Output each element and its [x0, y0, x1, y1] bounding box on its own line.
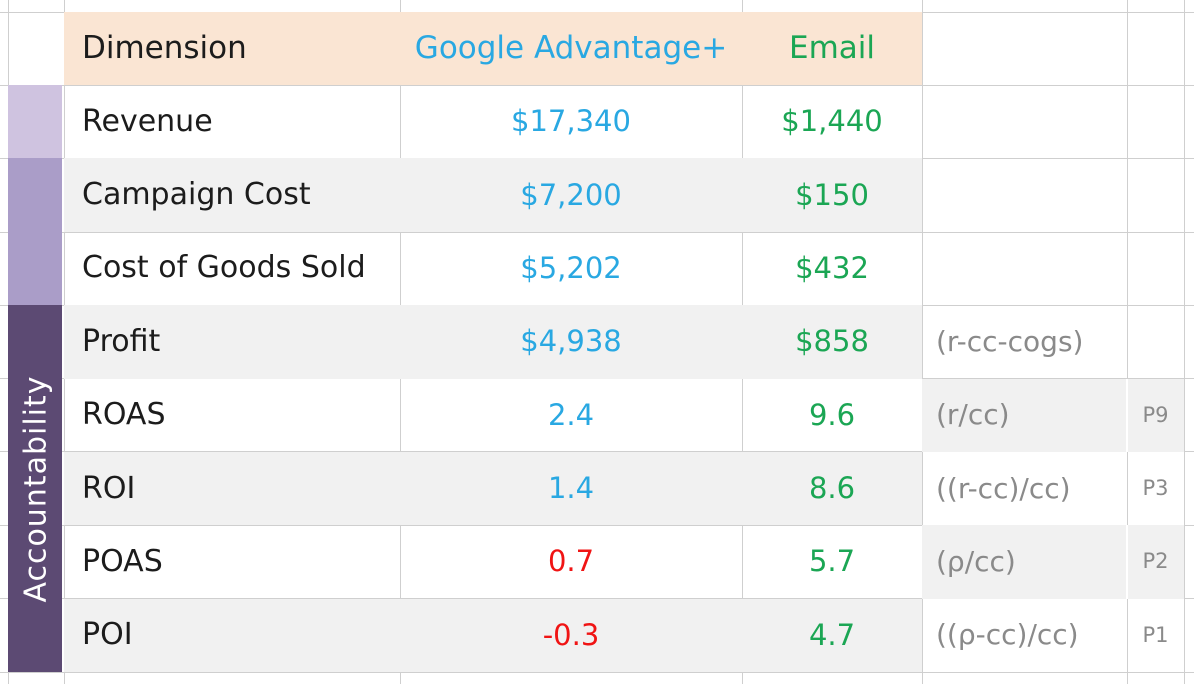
ga-value-cell[interactable]: 2.4 — [547, 397, 595, 432]
row-label-cell[interactable]: Cost of Goods Sold — [82, 250, 366, 286]
email-value-cell[interactable]: $1,440 — [781, 104, 883, 139]
email-value-cell[interactable]: $150 — [795, 177, 869, 212]
sidebar-bar-segment-medium[interactable] — [8, 158, 62, 305]
gridline — [1184, 0, 1185, 684]
ga-value-cell[interactable]: $5,202 — [520, 250, 622, 285]
ga-value-cell[interactable]: $4,938 — [520, 324, 622, 359]
row-stripe — [64, 598, 922, 672]
ga-value-cell[interactable]: -0.3 — [542, 617, 600, 652]
email-value-cell[interactable]: $858 — [795, 324, 869, 359]
row-label-cell[interactable]: ROI — [82, 470, 136, 506]
annotation-stripe — [922, 378, 1184, 452]
header-cell-email[interactable]: Email — [788, 30, 875, 66]
cell-separator — [1126, 525, 1128, 599]
email-value-cell[interactable]: 4.7 — [808, 617, 856, 652]
gridline — [0, 232, 1194, 233]
gridline — [922, 0, 923, 684]
sidebar-vertical-label: Accountability — [18, 375, 54, 603]
header-cell-dimension[interactable]: Dimension — [82, 30, 247, 66]
row-label-cell[interactable]: Profit — [82, 323, 161, 359]
row-label-cell[interactable]: POAS — [82, 543, 163, 579]
annotation-stripe — [922, 525, 1184, 599]
ga-value-cell[interactable]: 1.4 — [547, 471, 595, 506]
formula-cell[interactable]: ((ρ-cc)/cc) — [936, 618, 1079, 652]
email-value-cell[interactable]: $432 — [795, 250, 869, 285]
p-label-cell[interactable]: P2 — [1142, 549, 1169, 574]
email-value-cell[interactable]: 5.7 — [808, 544, 856, 579]
row-label-cell[interactable]: ROAS — [82, 397, 166, 433]
gridline — [0, 672, 1194, 673]
row-label-cell[interactable]: Campaign Cost — [82, 177, 311, 213]
sidebar-bar-segment-light[interactable] — [8, 85, 62, 158]
gridline — [0, 598, 1194, 599]
sidebar-bar-segment-dark[interactable] — [8, 305, 62, 672]
gridline — [1127, 0, 1128, 684]
ga-value-cell[interactable]: $17,340 — [511, 104, 631, 139]
ga-value-cell[interactable]: 0.7 — [547, 544, 595, 579]
header-row-background — [64, 12, 922, 85]
row-label-cell[interactable]: POI — [82, 617, 133, 653]
formula-cell[interactable]: (r-cc-cogs) — [936, 324, 1084, 358]
row-stripe — [64, 305, 922, 379]
p-label-cell[interactable]: P3 — [1142, 476, 1169, 501]
p-label-cell[interactable]: P9 — [1142, 402, 1169, 427]
header-cell-google-advantage[interactable]: Google Advantage+ — [414, 30, 728, 66]
formula-cell[interactable]: ((r-cc)/cc) — [936, 471, 1071, 505]
row-label-cell[interactable]: Revenue — [82, 103, 213, 139]
ga-value-cell[interactable]: $7,200 — [520, 177, 622, 212]
email-value-cell[interactable]: 9.6 — [808, 397, 856, 432]
gridline — [0, 525, 1194, 526]
cell-separator — [1126, 378, 1128, 452]
gridline — [0, 451, 1194, 452]
row-stripe — [64, 158, 922, 232]
gridline — [0, 85, 1194, 86]
email-value-cell[interactable]: 8.6 — [808, 471, 856, 506]
gridline — [0, 378, 1194, 379]
formula-cell[interactable]: (ρ/cc) — [936, 544, 1016, 578]
p-label-cell[interactable]: P1 — [1142, 622, 1169, 647]
formula-cell[interactable]: (r/cc) — [936, 398, 1010, 432]
row-stripe — [64, 451, 922, 526]
